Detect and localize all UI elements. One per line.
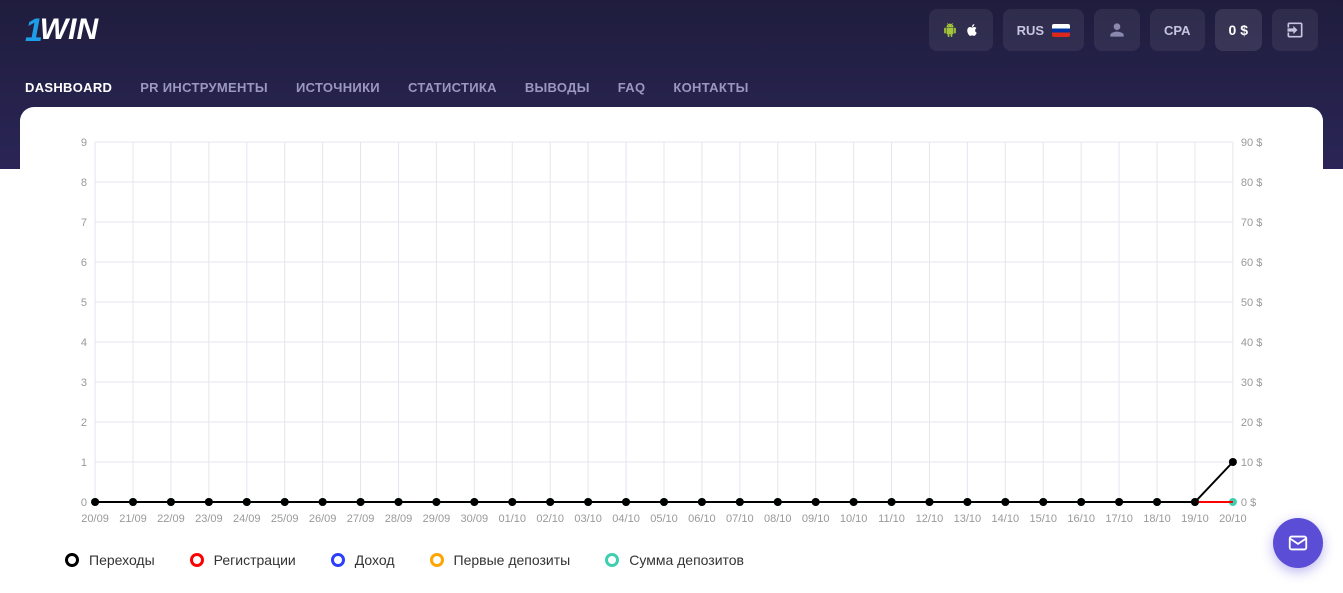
legend-dot-icon	[430, 553, 444, 567]
mobile-apps-pill[interactable]	[929, 9, 993, 51]
cpa-pill[interactable]: CPA	[1150, 9, 1204, 51]
nav-item-статистика[interactable]: СТАТИСТИКА	[408, 80, 497, 95]
legend-item-first_dep[interactable]: Первые депозиты	[430, 552, 571, 568]
chart: 01234567890 $10 $20 $30 $40 $50 $60 $70 …	[65, 132, 1278, 532]
svg-text:4: 4	[81, 337, 87, 349]
svg-text:05/10: 05/10	[650, 513, 678, 525]
svg-text:20 $: 20 $	[1241, 417, 1262, 429]
android-icon	[943, 22, 957, 38]
svg-text:80 $: 80 $	[1241, 177, 1262, 189]
svg-text:5: 5	[81, 297, 87, 309]
svg-text:16/10: 16/10	[1067, 513, 1095, 525]
logo[interactable]: 1 WIN	[25, 12, 98, 49]
nav-item-выводы[interactable]: ВЫВОДЫ	[525, 80, 590, 95]
mail-icon	[1287, 532, 1309, 554]
nav-item-источники[interactable]: ИСТОЧНИКИ	[296, 80, 380, 95]
main-nav: DASHBOARD PR ИНСТРУМЕНТЫ ИСТОЧНИКИ СТАТИСТИ…	[0, 60, 1343, 95]
support-fab[interactable]	[1273, 518, 1323, 568]
svg-text:26/09: 26/09	[309, 513, 337, 525]
logo-text: WIN	[40, 13, 98, 47]
language-label: RUS	[1017, 23, 1044, 38]
legend-label: Доход	[355, 552, 395, 568]
svg-text:30/09: 30/09	[461, 513, 489, 525]
svg-text:13/10: 13/10	[954, 513, 982, 525]
svg-text:20/09: 20/09	[81, 513, 109, 525]
svg-text:10/10: 10/10	[840, 513, 868, 525]
svg-text:01/10: 01/10	[498, 513, 526, 525]
svg-text:7: 7	[81, 217, 87, 229]
legend-dot-icon	[605, 553, 619, 567]
chart-legend: Переходы Регистрации Доход Первые депозиты С…	[20, 532, 1323, 568]
nav-item-dashboard[interactable]: DASHBOARD	[25, 80, 112, 95]
svg-text:04/10: 04/10	[612, 513, 640, 525]
svg-text:70 $: 70 $	[1241, 217, 1262, 229]
svg-text:20/10: 20/10	[1219, 513, 1247, 525]
svg-text:12/10: 12/10	[916, 513, 944, 525]
legend-item-dep_sum[interactable]: Сумма депозитов	[605, 552, 744, 568]
svg-text:0 $: 0 $	[1241, 497, 1256, 509]
svg-text:15/10: 15/10	[1029, 513, 1057, 525]
legend-item-reg[interactable]: Регистрации	[190, 552, 296, 568]
svg-text:0: 0	[81, 497, 87, 509]
user-icon	[1107, 20, 1127, 40]
nav-item-pr-инструменты[interactable]: PR ИНСТРУМЕНТЫ	[140, 80, 268, 95]
svg-text:11/10: 11/10	[878, 513, 905, 525]
profile-button[interactable]	[1094, 9, 1140, 51]
language-selector[interactable]: RUS	[1003, 9, 1084, 51]
legend-dot-icon	[190, 553, 204, 567]
svg-text:17/10: 17/10	[1105, 513, 1133, 525]
svg-text:10 $: 10 $	[1241, 457, 1262, 469]
svg-text:90 $: 90 $	[1241, 137, 1262, 149]
svg-text:2: 2	[81, 417, 87, 429]
legend-dot-icon	[65, 553, 79, 567]
balance-pill[interactable]: 0 $	[1215, 9, 1262, 51]
nav-item-контакты[interactable]: КОНТАКТЫ	[673, 80, 748, 95]
svg-text:24/09: 24/09	[233, 513, 261, 525]
svg-text:03/10: 03/10	[574, 513, 602, 525]
svg-text:30 $: 30 $	[1241, 377, 1262, 389]
topbar: 1 WIN RUS CPA 0 $	[0, 0, 1343, 60]
svg-text:28/09: 28/09	[385, 513, 413, 525]
flag-ru-icon	[1052, 24, 1070, 37]
legend-label: Переходы	[89, 552, 155, 568]
legend-item-income[interactable]: Доход	[331, 552, 395, 568]
legend-label: Сумма депозитов	[629, 552, 744, 568]
svg-text:07/10: 07/10	[726, 513, 754, 525]
svg-text:06/10: 06/10	[688, 513, 716, 525]
svg-text:8: 8	[81, 177, 87, 189]
svg-text:22/09: 22/09	[157, 513, 185, 525]
svg-text:29/09: 29/09	[423, 513, 451, 525]
svg-text:9: 9	[81, 137, 87, 149]
topbar-right: RUS CPA 0 $	[929, 9, 1318, 51]
svg-text:25/09: 25/09	[271, 513, 299, 525]
svg-text:27/09: 27/09	[347, 513, 375, 525]
svg-text:50 $: 50 $	[1241, 297, 1262, 309]
svg-text:21/09: 21/09	[119, 513, 147, 525]
svg-text:09/10: 09/10	[802, 513, 830, 525]
content-card: 01234567890 $10 $20 $30 $40 $50 $60 $70 …	[20, 107, 1323, 593]
svg-text:40 $: 40 $	[1241, 337, 1262, 349]
svg-text:18/10: 18/10	[1143, 513, 1171, 525]
svg-text:60 $: 60 $	[1241, 257, 1262, 269]
svg-text:23/09: 23/09	[195, 513, 223, 525]
svg-text:19/10: 19/10	[1181, 513, 1209, 525]
svg-text:3: 3	[81, 377, 87, 389]
legend-label: Первые депозиты	[454, 552, 571, 568]
logout-icon	[1285, 20, 1305, 40]
svg-text:1: 1	[81, 457, 87, 469]
cpa-label: CPA	[1164, 23, 1190, 38]
svg-text:14/10: 14/10	[992, 513, 1020, 525]
svg-text:02/10: 02/10	[536, 513, 564, 525]
legend-item-clicks[interactable]: Переходы	[65, 552, 155, 568]
nav-item-faq[interactable]: FAQ	[618, 80, 646, 95]
logout-button[interactable]	[1272, 9, 1318, 51]
apple-icon	[965, 22, 979, 38]
balance-value: 0 $	[1229, 22, 1248, 38]
svg-text:6: 6	[81, 257, 87, 269]
svg-text:08/10: 08/10	[764, 513, 792, 525]
legend-dot-icon	[331, 553, 345, 567]
legend-label: Регистрации	[214, 552, 296, 568]
